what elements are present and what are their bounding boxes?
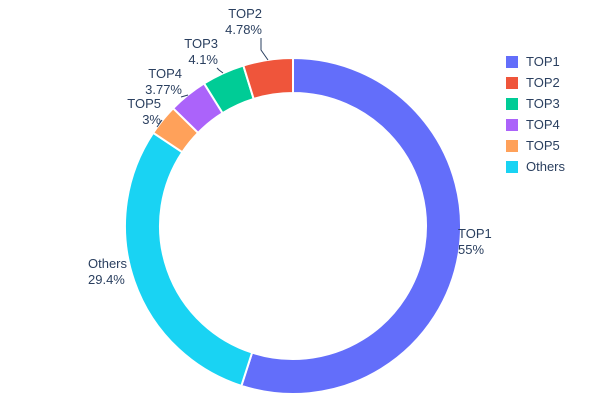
slice-label-name: TOP1 <box>458 226 492 241</box>
slice-label-name: Others <box>88 256 128 271</box>
slice-label-top2: TOP2 4.78% <box>202 6 262 38</box>
slice-label-top1: TOP1 55% <box>458 226 518 258</box>
legend-item-top1[interactable]: TOP1 <box>506 54 565 70</box>
legend-swatch-top5 <box>506 140 518 152</box>
legend-swatch-others <box>506 161 518 173</box>
pie-slice-top2[interactable] <box>242 56 294 101</box>
legend-label: Others <box>526 159 566 174</box>
slice-label-percent: 55% <box>458 242 485 257</box>
legend-label: TOP3 <box>526 96 560 111</box>
slice-label-percent: 4.78% <box>225 22 262 37</box>
leader-lines <box>156 38 269 128</box>
pie-slice-top1[interactable] <box>240 56 462 395</box>
slice-label-percent: 3.77% <box>145 82 182 97</box>
legend-label: TOP4 <box>526 117 560 132</box>
legend-label: TOP2 <box>526 75 560 90</box>
slice-label-percent: 29.4% <box>88 272 125 287</box>
legend-label: TOP5 <box>526 138 560 153</box>
slice-label-percent: 3% <box>142 112 161 127</box>
slice-label-top4: TOP4 3.77% <box>122 66 182 98</box>
legend-swatch-top4 <box>506 119 518 131</box>
slice-label-top3: TOP3 4.1% <box>158 36 218 68</box>
slice-label-name: TOP4 <box>148 66 182 81</box>
legend-swatch-top3 <box>506 98 518 110</box>
legend: TOP1 TOP2 TOP3 TOP4 TOP5 Others <box>506 54 565 180</box>
slice-label-percent: 4.1% <box>188 52 218 67</box>
slice-label-name: TOP2 <box>228 6 262 21</box>
legend-item-top3[interactable]: TOP3 <box>506 96 565 112</box>
pie-slices <box>124 56 462 395</box>
legend-label: TOP1 <box>526 54 560 69</box>
legend-item-top4[interactable]: TOP4 <box>506 117 565 133</box>
slice-label-name: TOP5 <box>127 96 161 111</box>
legend-item-top2[interactable]: TOP2 <box>506 75 565 91</box>
slice-label-others: Others 29.4% <box>88 256 158 288</box>
legend-item-others[interactable]: Others <box>506 159 565 175</box>
legend-swatch-top2 <box>506 77 518 89</box>
leader-line-top3 <box>216 67 224 74</box>
legend-swatch-top1 <box>506 56 518 68</box>
leader-line-top4 <box>180 94 189 98</box>
leader-line-top5 <box>156 119 163 128</box>
leader-line-top2 <box>260 38 269 61</box>
legend-item-top5[interactable]: TOP5 <box>506 138 565 154</box>
slice-label-name: TOP3 <box>184 36 218 51</box>
slice-label-top5: TOP5 3% <box>101 96 161 128</box>
